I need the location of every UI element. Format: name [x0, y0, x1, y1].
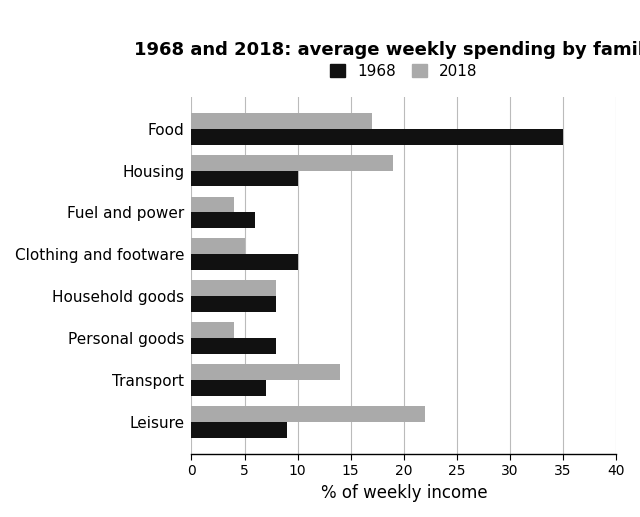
- Title: 1968 and 2018: average weekly spending by families: 1968 and 2018: average weekly spending b…: [134, 41, 640, 59]
- Bar: [191, 296, 276, 312]
- Bar: [191, 422, 287, 438]
- Legend: 1968, 2018: 1968, 2018: [324, 58, 484, 85]
- Bar: [191, 113, 372, 129]
- Bar: [191, 380, 266, 396]
- Bar: [191, 238, 244, 254]
- Bar: [191, 338, 276, 354]
- Bar: [191, 364, 340, 380]
- Bar: [191, 155, 393, 171]
- Bar: [191, 212, 255, 229]
- X-axis label: % of weekly income: % of weekly income: [321, 484, 487, 502]
- Bar: [191, 280, 276, 296]
- Bar: [191, 254, 298, 270]
- Bar: [191, 406, 425, 422]
- Bar: [191, 322, 234, 338]
- Bar: [191, 196, 234, 212]
- Bar: [191, 171, 298, 187]
- Bar: [191, 129, 563, 145]
